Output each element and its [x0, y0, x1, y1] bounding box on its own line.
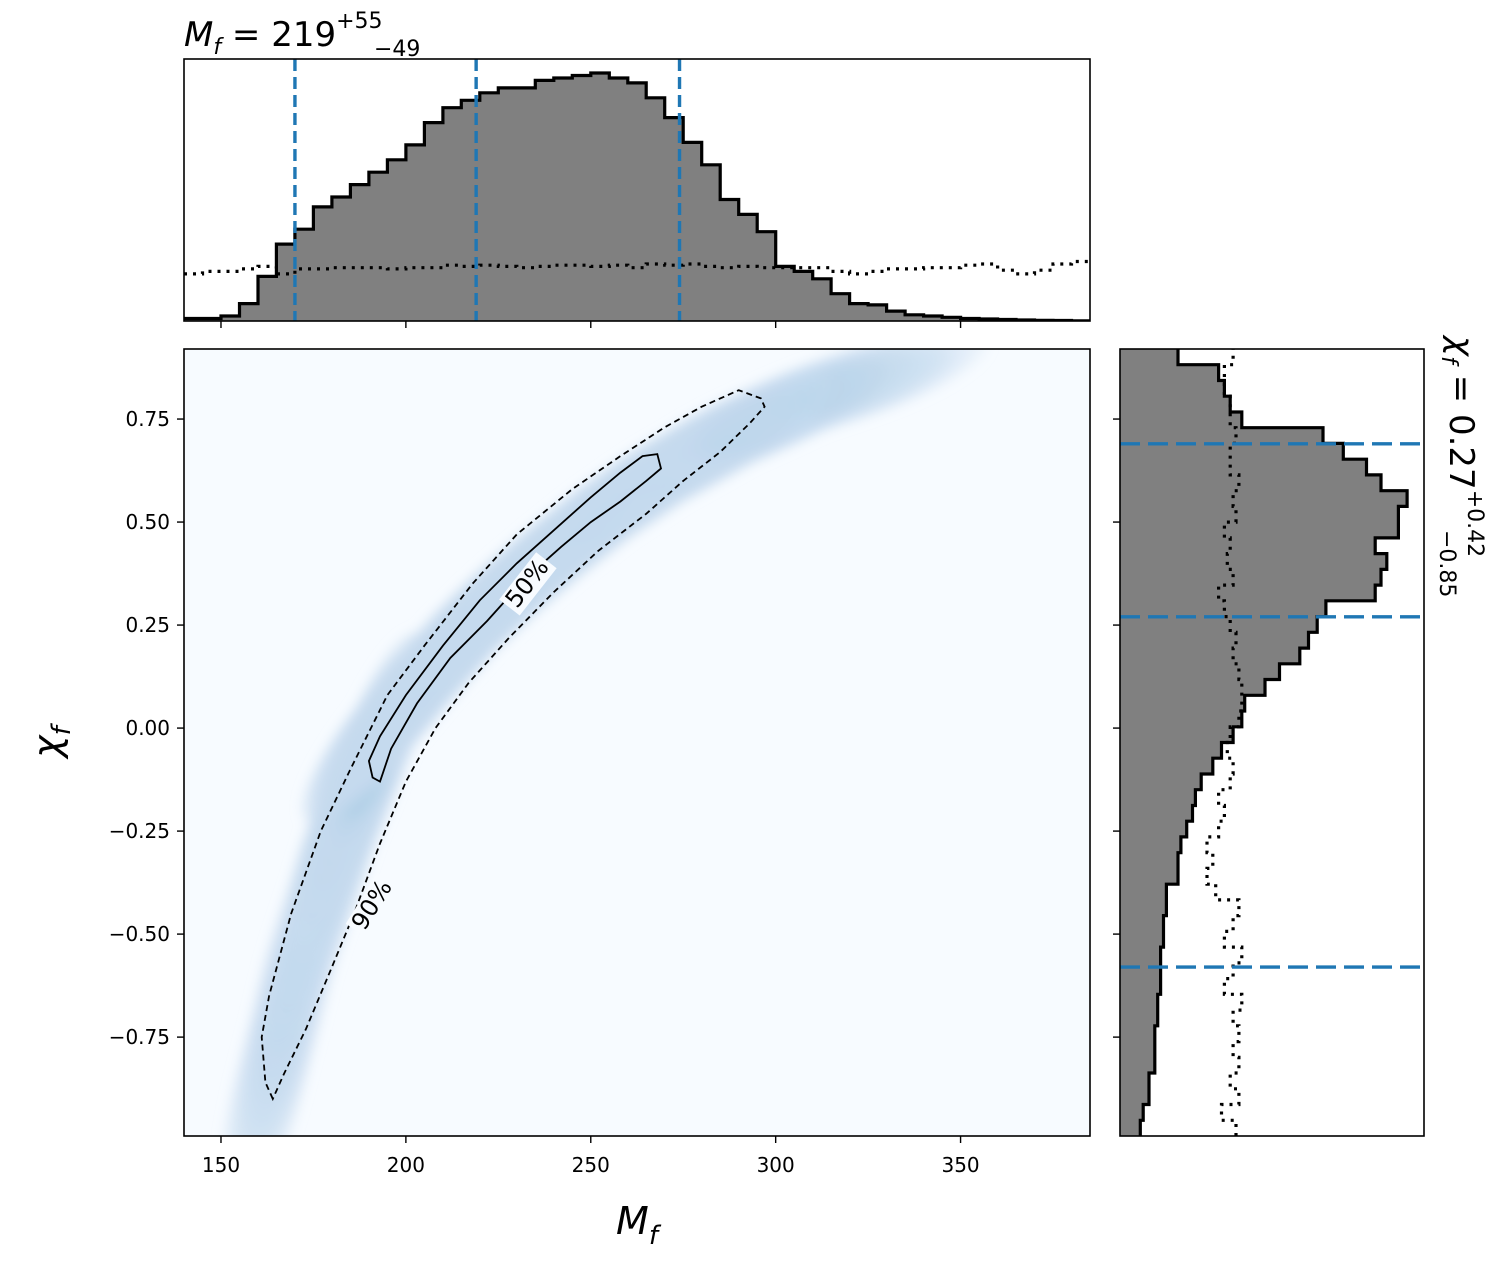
- x-tick-label: 150: [202, 1153, 240, 1177]
- x-axis-label-base: M: [616, 1199, 649, 1243]
- x-tick-label: 200: [387, 1153, 425, 1177]
- posterior-histogram-edge: [1138, 349, 1409, 1136]
- right-title-lower: −0.85: [1434, 530, 1459, 597]
- y-tick-label: 0.00: [125, 716, 170, 740]
- top-title-sup: +55: [336, 9, 382, 34]
- posterior-histogram-edge: [184, 71, 1090, 321]
- right-title-base: χ: [1441, 334, 1481, 358]
- y-tick-label: 0.75: [125, 407, 170, 431]
- top-title: Mf = 219+55: [184, 9, 383, 60]
- right-title-sub: f: [1436, 356, 1461, 367]
- top-title-value: = 219: [221, 15, 336, 55]
- top-histograms: [184, 71, 1090, 321]
- x-tick-label: 250: [572, 1153, 610, 1177]
- joint-panel: 50% 90% 150 200 250 300 350 0.750.500.250.00…: [25, 348, 1091, 1251]
- x-tick-label: 350: [941, 1153, 979, 1177]
- right-axes-frame: [1119, 348, 1425, 1137]
- credible-contours: [260, 389, 766, 1102]
- posterior-histogram-fill: [184, 73, 1090, 321]
- y-tick-label: 0.50: [125, 510, 170, 534]
- right-title: χf = 0.27+0.42: [1436, 334, 1487, 557]
- right-histograms: [1120, 349, 1409, 1136]
- right-marginal-panel: χf = 0.27+0.42 −0.85: [1113, 334, 1487, 1137]
- x-axis-label-sub: f: [649, 1221, 662, 1251]
- contour-50: [367, 453, 663, 783]
- y-tick-label: −0.50: [109, 922, 170, 946]
- x-axis-label: Mf: [616, 1199, 662, 1251]
- density-blob: [798, 349, 951, 412]
- y-axis-label-base: χ: [25, 734, 69, 760]
- top-title-lower: −49: [374, 37, 420, 62]
- x-tick-label: 300: [757, 1153, 795, 1177]
- top-title-sub: f: [213, 35, 224, 60]
- joint-axes-frame: [183, 348, 1091, 1137]
- top-x-ticks: [220, 321, 962, 328]
- right-title-value: = 0.27: [1441, 364, 1481, 490]
- y-tick-label: −0.75: [109, 1025, 170, 1049]
- right-y-ticks: [1113, 418, 1120, 1038]
- contour-90: [260, 389, 766, 1102]
- y-axis-label-sub: f: [47, 722, 77, 735]
- top-axes-frame: [183, 58, 1091, 322]
- posterior-histogram-fill: [1120, 349, 1408, 1136]
- contour-label-gap: [499, 552, 557, 616]
- top-credible-lines: [293, 59, 682, 321]
- top-title-base: M: [184, 15, 213, 55]
- contour-label-gap: [345, 872, 400, 938]
- y-tick-label: 0.25: [125, 613, 170, 637]
- density-heatmap: [220, 349, 989, 1136]
- top-marginal-panel: Mf = 219+55 −49: [183, 9, 1091, 328]
- joint-x-ticks: 150 200 250 300 350: [202, 1136, 980, 1177]
- joint-y-ticks: 0.75 0.50 0.25 0.00 −0.25 −0.50 −0.75: [109, 407, 184, 1049]
- right-credible-lines: [1120, 442, 1424, 969]
- y-tick-label: −0.25: [109, 819, 170, 843]
- y-axis-label: χf: [25, 722, 77, 760]
- prior-histogram: [1205, 349, 1244, 1136]
- right-title-sup: +0.42: [1462, 490, 1487, 557]
